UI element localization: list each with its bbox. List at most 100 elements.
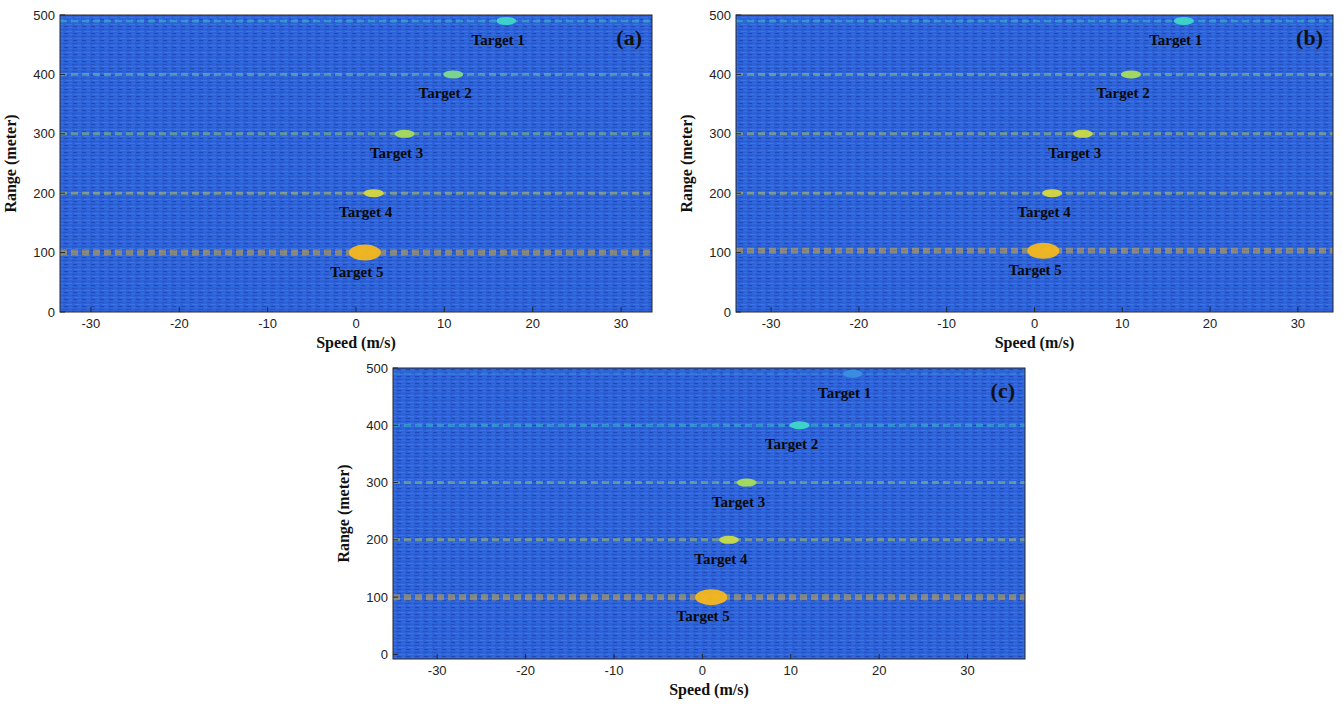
target xyxy=(443,70,463,78)
y-tick-label: 0 xyxy=(381,647,388,662)
y-tick xyxy=(60,74,65,75)
x-tick-label: -20 xyxy=(850,316,869,331)
y-tick-label: 300 xyxy=(33,126,55,141)
marks xyxy=(393,370,1025,605)
x-tick-label: 20 xyxy=(525,316,539,331)
target xyxy=(496,17,516,25)
range-streak xyxy=(393,372,1025,375)
range-streak xyxy=(393,481,1025,484)
y-tick xyxy=(393,425,398,426)
x-tick-label: -20 xyxy=(516,663,535,678)
panel: -30-20-1001020300100200300400500Speed (m… xyxy=(335,361,1025,700)
target-label: Target 4 xyxy=(1017,204,1071,220)
target xyxy=(843,370,863,378)
y-tick-label: 500 xyxy=(33,8,55,23)
target xyxy=(364,189,384,197)
x-tick xyxy=(1122,307,1123,312)
y-tick xyxy=(736,252,741,253)
x-tick-label: -30 xyxy=(428,663,447,678)
x-tick-label: -10 xyxy=(605,663,624,678)
target-label: Target 1 xyxy=(818,385,871,401)
range-streak xyxy=(60,132,652,135)
x-tick-label: 10 xyxy=(784,663,798,678)
plot-background xyxy=(736,15,1333,312)
x-tick-label: 0 xyxy=(352,316,359,331)
y-tick-label: 300 xyxy=(366,475,388,490)
x-tick xyxy=(858,307,859,312)
range-streak xyxy=(736,73,1333,76)
x-tick xyxy=(1297,307,1298,312)
target-label: Target 5 xyxy=(1009,262,1062,278)
y-tick xyxy=(393,597,398,598)
range-streak xyxy=(393,538,1025,541)
x-tick-label: 30 xyxy=(1291,316,1305,331)
x-tick xyxy=(532,307,533,312)
y-tick-label: 200 xyxy=(366,532,388,547)
x-axis-title: Speed (m/s) xyxy=(316,334,396,352)
target xyxy=(349,245,381,261)
panel-letter: (b) xyxy=(1296,25,1323,50)
range-streak xyxy=(393,424,1025,427)
y-tick xyxy=(60,133,65,134)
frame xyxy=(736,15,1333,312)
target-label: Target 3 xyxy=(1048,145,1101,161)
y-tick-label: 100 xyxy=(366,590,388,605)
target xyxy=(1073,130,1093,138)
range-streak xyxy=(60,192,652,195)
target xyxy=(395,130,415,138)
y-tick-label: 0 xyxy=(48,305,55,320)
panel: -30-20-1001020300100200300400500Speed (m… xyxy=(678,8,1333,353)
frame xyxy=(393,368,1025,659)
x-tick xyxy=(90,307,91,312)
target-label: Target 4 xyxy=(339,204,393,220)
x-tick-label: 10 xyxy=(1115,316,1129,331)
y-tick xyxy=(60,252,65,253)
y-axis-title: Range (meter) xyxy=(2,114,20,212)
range-streak xyxy=(736,192,1333,195)
y-tick xyxy=(736,312,741,313)
y-tick-label: 400 xyxy=(709,67,731,82)
range-streak xyxy=(736,19,1333,22)
target xyxy=(1121,70,1141,78)
y-tick-label: 400 xyxy=(366,418,388,433)
x-tick xyxy=(790,654,791,659)
range-streak xyxy=(60,73,652,76)
panel-letter: (a) xyxy=(616,25,642,50)
y-tick-label: 0 xyxy=(724,305,731,320)
target-label: Target 2 xyxy=(1096,85,1149,101)
x-tick-label: -30 xyxy=(762,316,781,331)
x-axis-title: Speed (m/s) xyxy=(669,681,749,699)
target-label: Target 4 xyxy=(694,551,748,567)
panel-letter: (c) xyxy=(991,378,1015,403)
x-tick-label: -30 xyxy=(82,316,101,331)
y-tick-label: 200 xyxy=(709,186,731,201)
x-tick-label: 30 xyxy=(614,316,628,331)
y-tick xyxy=(393,368,398,369)
y-tick xyxy=(393,482,398,483)
x-tick xyxy=(356,307,357,312)
x-tick-label: 10 xyxy=(437,316,451,331)
x-tick-label: 20 xyxy=(1203,316,1217,331)
x-tick-label: 30 xyxy=(960,663,974,678)
target xyxy=(719,536,739,544)
plot-background xyxy=(393,368,1025,659)
y-tick-label: 100 xyxy=(33,245,55,260)
y-tick xyxy=(60,15,65,16)
target-label: Target 2 xyxy=(765,436,818,452)
y-tick xyxy=(736,193,741,194)
frame xyxy=(60,15,652,312)
target xyxy=(737,479,757,487)
y-tick xyxy=(60,312,65,313)
y-tick xyxy=(736,74,741,75)
x-tick xyxy=(437,654,438,659)
y-tick xyxy=(736,15,741,16)
y-tick-label: 500 xyxy=(709,8,731,23)
x-tick xyxy=(879,654,880,659)
x-tick xyxy=(613,654,614,659)
y-tick-label: 400 xyxy=(33,67,55,82)
x-tick xyxy=(946,307,947,312)
range-streak xyxy=(60,19,652,22)
x-tick xyxy=(1034,307,1035,312)
target xyxy=(1042,189,1062,197)
x-tick xyxy=(967,654,968,659)
